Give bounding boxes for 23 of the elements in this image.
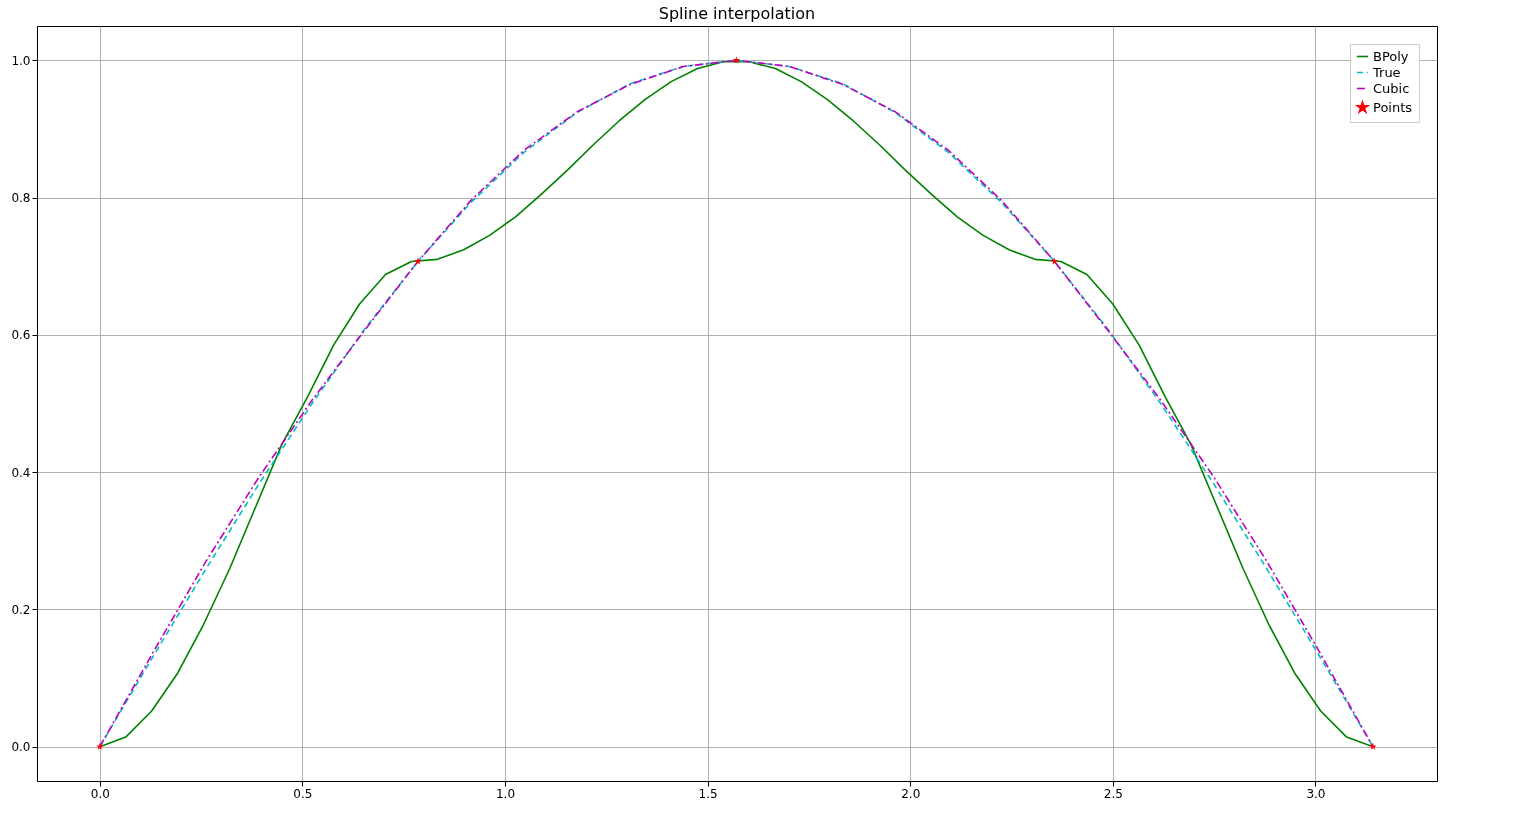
x-tick-label: 0.0	[90, 786, 110, 801]
y-tick-label: 0.0	[11, 740, 31, 755]
legend-label: Points	[1373, 99, 1413, 115]
y-tick-label: 1.0	[11, 53, 31, 68]
y-tick-label: 0.4	[11, 465, 31, 480]
x-tick-label: 1.0	[495, 786, 516, 801]
legend-label: True	[1372, 64, 1401, 80]
point	[1050, 257, 1059, 265]
x-tick-label: 0.5	[293, 786, 313, 801]
y-tick-label: 0.6	[11, 328, 31, 343]
chart-title: Spline interpolation	[658, 4, 816, 23]
point	[414, 257, 422, 265]
y-tick-label: 0.2	[11, 602, 31, 617]
point	[96, 742, 104, 750]
x-tick-label: 3.0	[1306, 786, 1326, 801]
point	[1369, 742, 1377, 750]
x-tick-label: 2.0	[901, 786, 921, 801]
legend-label: Cubic	[1373, 80, 1410, 96]
y-tick-label: 0.8	[11, 191, 31, 206]
point	[732, 56, 741, 64]
x-tick-label: 1.5	[698, 786, 718, 801]
x-tick-label: 2.5	[1103, 786, 1123, 801]
legend-label: BPoly	[1373, 48, 1409, 64]
